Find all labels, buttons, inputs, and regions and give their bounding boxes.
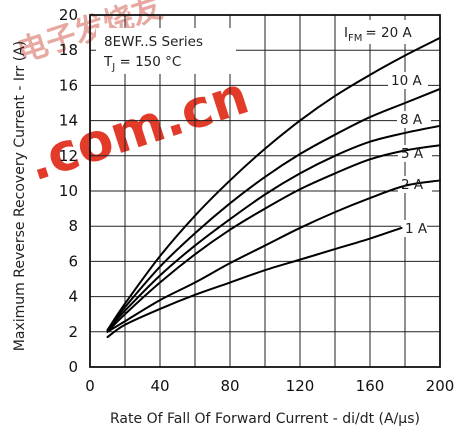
curve-label-20a: = 20 A bbox=[365, 25, 412, 41]
tj-symbol: T bbox=[103, 54, 113, 70]
curve-label-bg bbox=[388, 72, 428, 89]
ifm-symbol: I bbox=[344, 25, 348, 41]
y-tick-label: 0 bbox=[68, 358, 78, 376]
curve-label-bg bbox=[397, 111, 431, 128]
y-tick-labels: 0 2 4 6 8 10 12 14 16 18 20 bbox=[59, 6, 78, 376]
curve-labels: 10 A 8 A 5 A 2 A 1 A bbox=[391, 73, 428, 237]
curve-label-bg bbox=[401, 220, 427, 237]
watermark-domain: .com.cn bbox=[20, 66, 255, 194]
series-line-1a bbox=[106, 226, 403, 339]
y-tick-label: 12 bbox=[59, 147, 78, 165]
y-tick-label: 10 bbox=[59, 182, 78, 200]
y-tick-label: 8 bbox=[68, 217, 78, 235]
y-tick-label: 2 bbox=[68, 323, 78, 341]
x-tick-label: 0 bbox=[85, 377, 95, 395]
y-tick-label: 20 bbox=[59, 6, 78, 24]
x-tick-label: 200 bbox=[426, 377, 455, 395]
tj-value: = 150 °C bbox=[115, 54, 181, 70]
annotation-box bbox=[96, 28, 236, 74]
x-axis-label: Rate Of Fall Of Forward Current - di/dt … bbox=[110, 411, 420, 427]
series-annotation: 8EWF..S Series bbox=[104, 34, 203, 50]
temperature-annotation: TJ = 150 °C bbox=[103, 54, 181, 73]
y-tick-label: 18 bbox=[59, 41, 78, 59]
series-line-10a bbox=[106, 87, 441, 332]
x-tick-label: 160 bbox=[356, 377, 385, 395]
series-line-2a bbox=[106, 179, 441, 333]
ifm-subscript: FM bbox=[348, 33, 362, 44]
curve-label-2a: 2 A bbox=[401, 177, 424, 193]
tj-subscript: J bbox=[111, 62, 115, 73]
series-line-20a bbox=[106, 36, 441, 332]
y-tick-label: 4 bbox=[68, 288, 78, 306]
x-tick-label: 120 bbox=[286, 377, 315, 395]
y-tick-label: 16 bbox=[59, 76, 78, 94]
ifm-label: IFM = 20 A bbox=[344, 25, 412, 44]
series-line-8a bbox=[106, 124, 441, 332]
y-tick-label: 6 bbox=[68, 252, 78, 270]
curves bbox=[106, 36, 441, 339]
x-tick-label: 80 bbox=[220, 377, 239, 395]
curve-label-5a: 5 A bbox=[401, 146, 424, 162]
y-axis-label: Maximum Reverse Recovery Current - Irr (… bbox=[12, 41, 28, 351]
curve-label-1a: 1 A bbox=[405, 221, 428, 237]
curve-label-8a: 8 A bbox=[400, 112, 423, 128]
y-tick-label: 14 bbox=[59, 112, 78, 130]
curve-label-10a: 10 A bbox=[391, 73, 422, 89]
series-line-5a bbox=[106, 144, 441, 333]
ifm-label-bg bbox=[336, 20, 438, 44]
x-tick-label: 40 bbox=[150, 377, 169, 395]
x-tick-labels: 0 40 80 120 160 200 bbox=[85, 377, 454, 395]
plot-frame bbox=[89, 14, 441, 368]
